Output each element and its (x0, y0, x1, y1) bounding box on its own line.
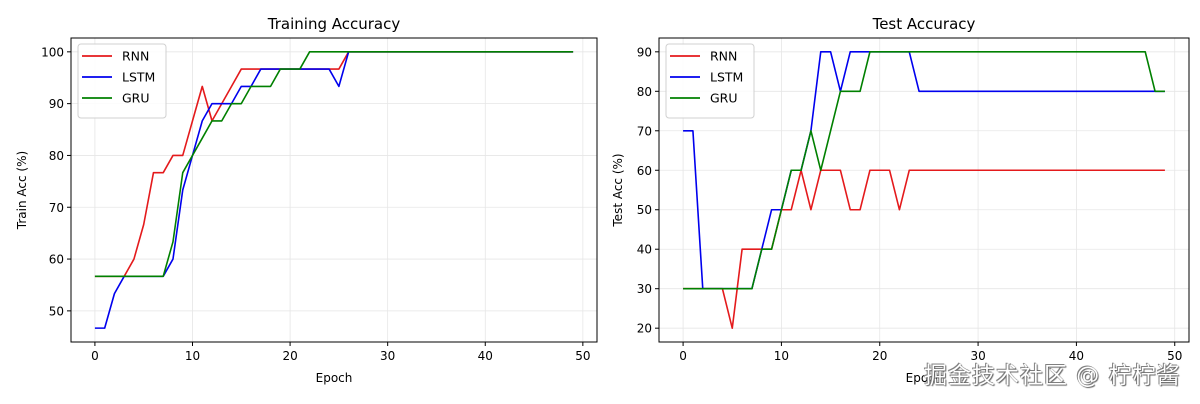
train-y-ticks: 50 60 70 80 90 100 (41, 45, 71, 318)
test-y-ticks: 20 30 40 50 60 70 80 90 (637, 45, 659, 336)
test-y-axis-label: Test Acc (%) (611, 153, 625, 227)
y-tick-label: 60 (49, 253, 64, 267)
y-tick-label: 20 (637, 322, 652, 336)
y-tick-label: 70 (49, 201, 64, 215)
training-accuracy-chart: 0 10 20 30 40 50 50 60 70 80 90 100 Training Accurac… (15, 15, 598, 385)
x-tick-label: 0 (91, 349, 99, 363)
test-accuracy-chart: 0 10 20 30 40 50 20 30 40 50 60 70 80 90 Test Accuracy… (611, 15, 1190, 385)
y-tick-label: 30 (637, 282, 652, 296)
y-tick-label: 60 (637, 164, 652, 178)
test-x-axis-label: Epoch (906, 371, 943, 385)
legend-label-lstm: LSTM (710, 70, 743, 85)
train-line-gru (94, 51, 574, 278)
test-line-gru (683, 51, 1165, 290)
test-line-lstm (683, 51, 1165, 290)
x-tick-label: 0 (679, 349, 687, 363)
x-tick-label: 10 (185, 349, 200, 363)
x-tick-label: 50 (1167, 349, 1182, 363)
train-axes-frame (70, 37, 598, 343)
x-tick-label: 30 (970, 349, 985, 363)
x-tick-label: 20 (872, 349, 887, 363)
legend-label-gru: GRU (710, 91, 738, 106)
y-tick-label: 50 (637, 203, 652, 217)
y-tick-label: 80 (49, 149, 64, 163)
test-axes-frame (658, 37, 1190, 343)
train-line-lstm (94, 51, 574, 329)
train-chart-title: Training Accuracy (267, 15, 401, 33)
y-tick-label: 80 (637, 85, 652, 99)
y-tick-label: 50 (49, 304, 64, 318)
x-tick-label: 10 (774, 349, 789, 363)
legend-label-rnn: RNN (122, 49, 149, 64)
train-legend: RNN LSTM GRU (77, 43, 167, 119)
test-legend: RNN LSTM GRU (665, 43, 755, 119)
y-tick-label: 90 (637, 45, 652, 59)
x-tick-label: 40 (478, 349, 493, 363)
x-tick-label: 40 (1069, 349, 1084, 363)
y-tick-label: 40 (637, 243, 652, 257)
watermark: 掘金技术社区 @ 柠柠酱 (924, 363, 1181, 389)
test-chart-title: Test Accuracy (872, 15, 976, 33)
train-x-ticks: 0 10 20 30 40 50 (91, 342, 590, 363)
train-y-axis-label: Train Acc (%) (15, 151, 29, 230)
y-tick-label: 70 (637, 124, 652, 138)
legend-label-rnn: RNN (710, 49, 737, 64)
legend-label-lstm: LSTM (122, 70, 155, 85)
test-x-ticks: 0 10 20 30 40 50 (679, 342, 1182, 363)
y-tick-label: 90 (49, 97, 64, 111)
x-tick-label: 30 (380, 349, 395, 363)
x-tick-label: 50 (575, 349, 590, 363)
train-line-rnn (94, 51, 574, 278)
x-tick-label: 20 (282, 349, 297, 363)
legend-label-gru: GRU (122, 91, 150, 106)
y-tick-label: 100 (41, 45, 64, 59)
train-x-axis-label: Epoch (316, 371, 353, 385)
